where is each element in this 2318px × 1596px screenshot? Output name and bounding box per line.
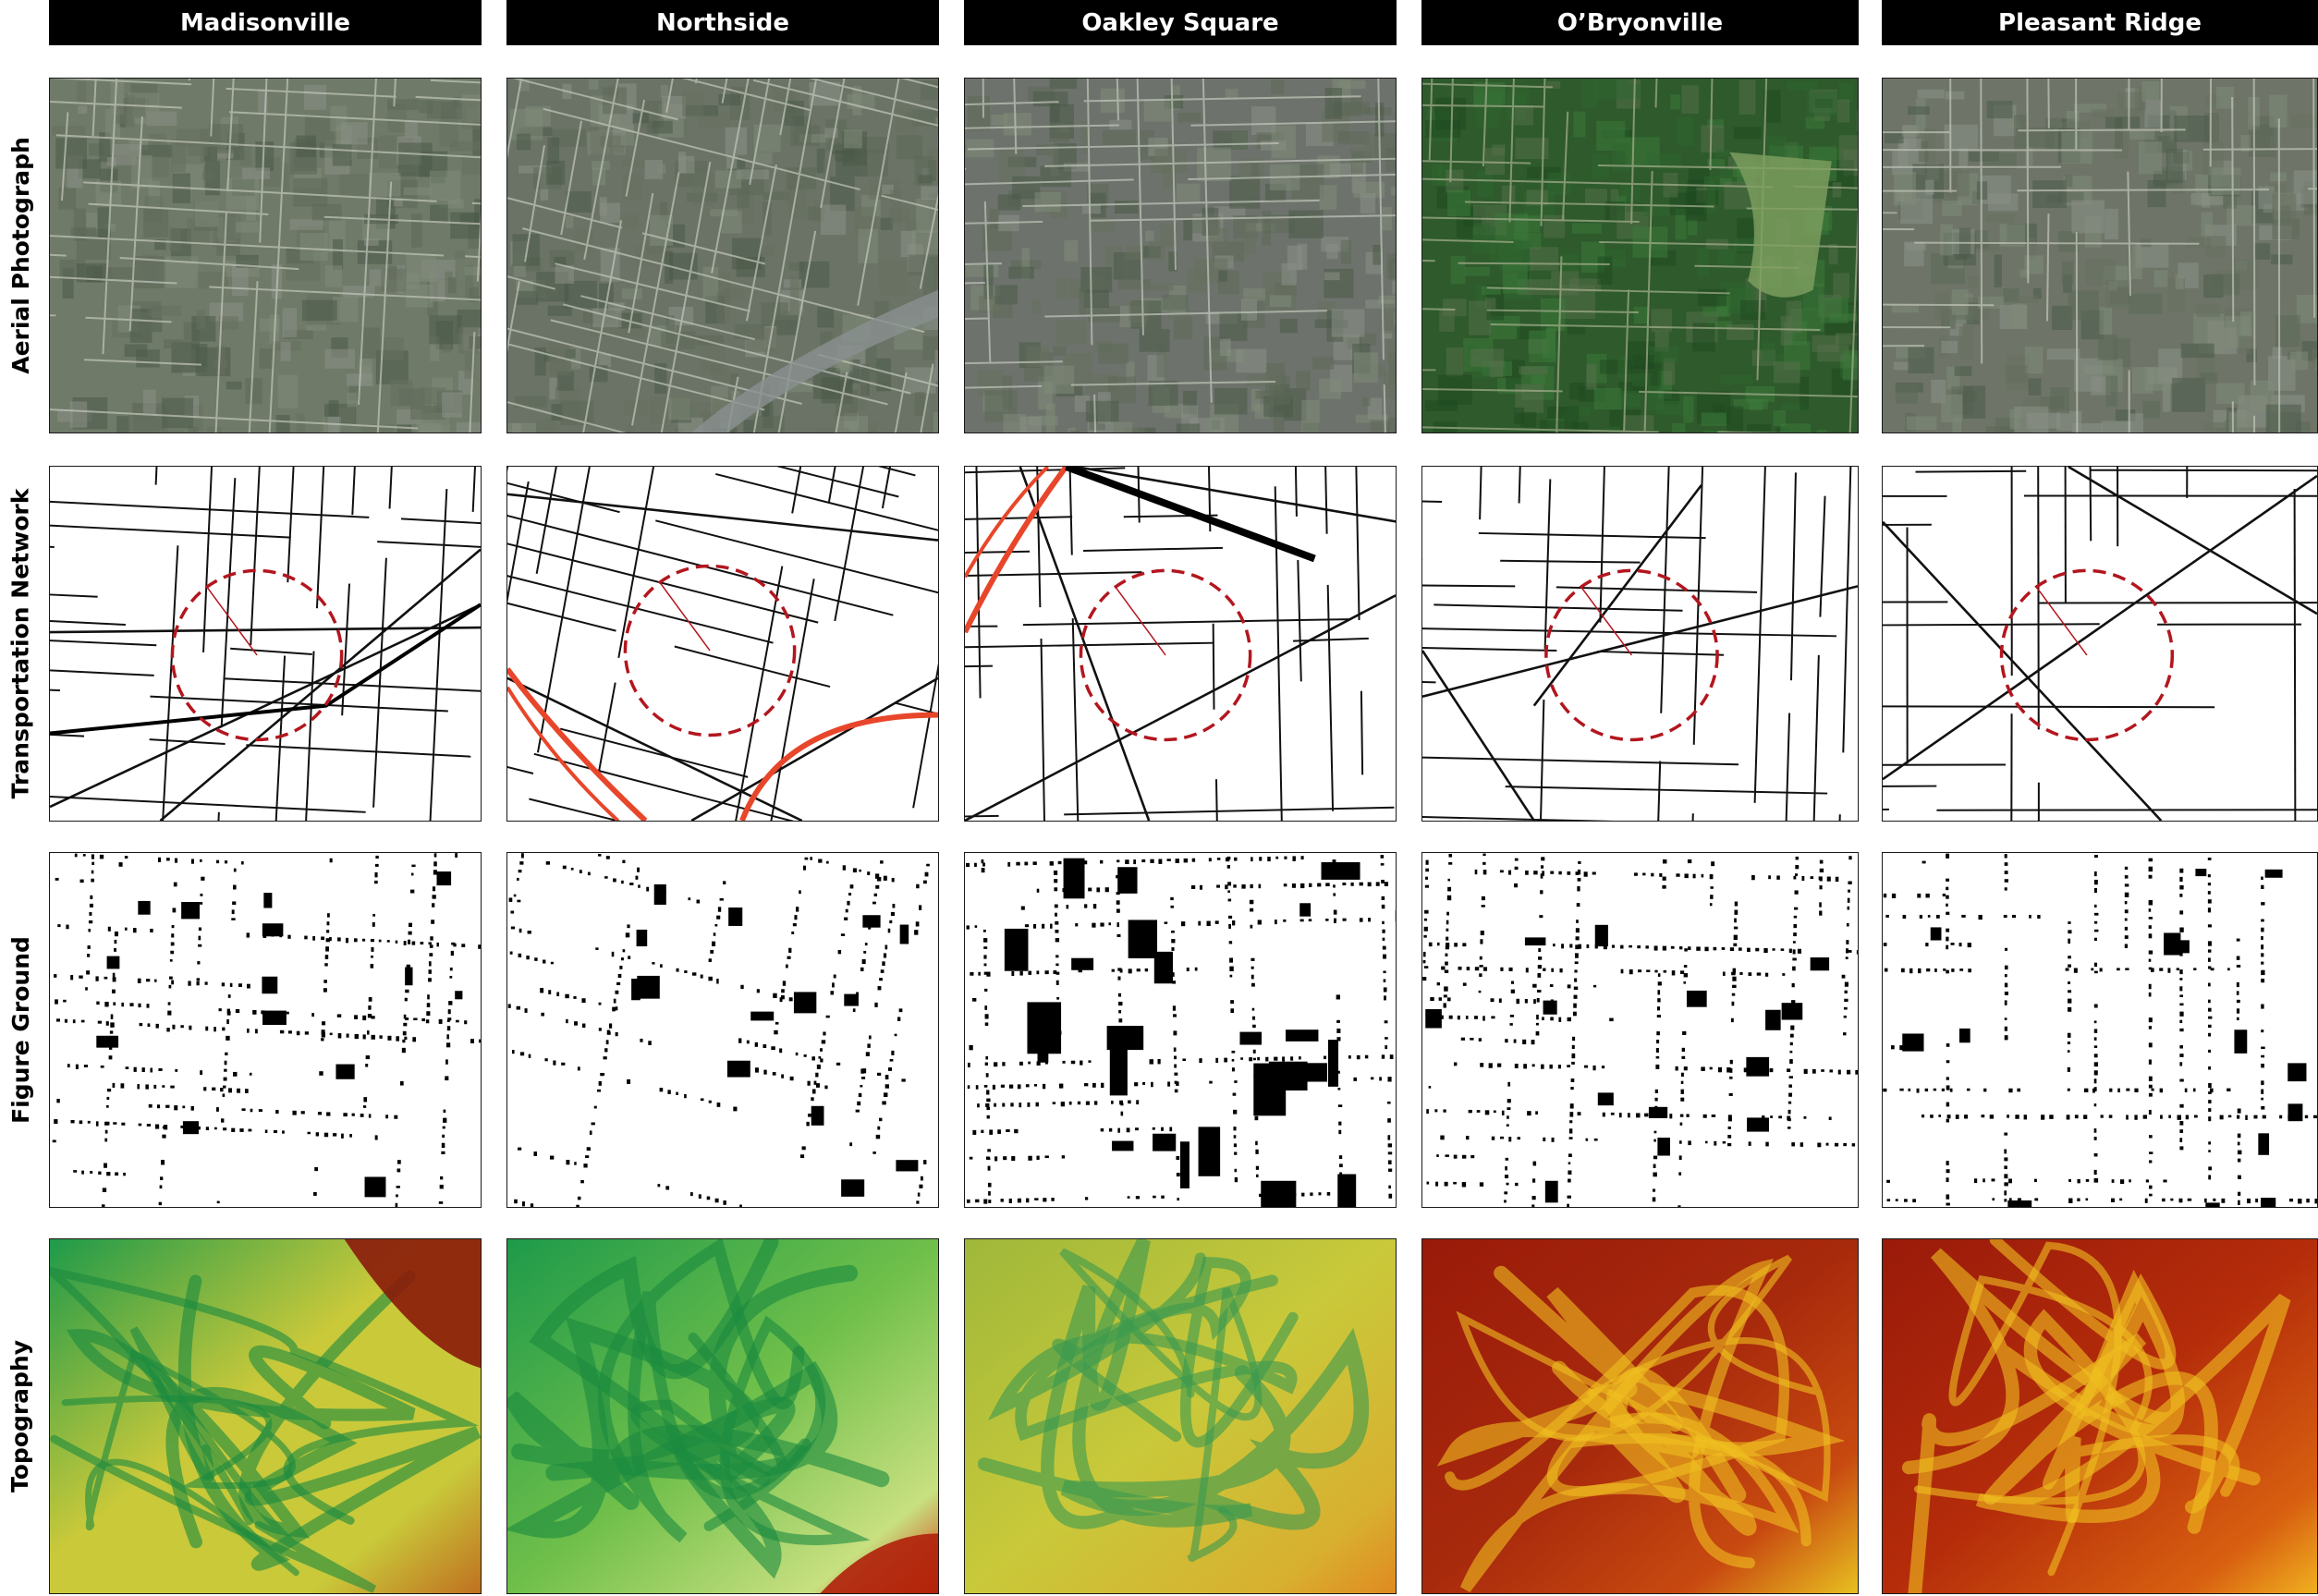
column-title: Madisonville <box>179 8 351 37</box>
aerial-panel-madisonville <box>49 78 482 433</box>
transport-panel-oakley <box>964 466 1397 822</box>
topo-panel-oakley <box>964 1238 1397 1594</box>
transport-panel-northside <box>506 466 939 822</box>
topo-panel-northside <box>506 1238 939 1594</box>
aerial-panel-oakley <box>964 78 1397 433</box>
transport-panel-pleasant <box>1882 466 2318 822</box>
column-header-pleasant-ridge: Pleasant Ridge <box>1882 0 2318 45</box>
topo-panel-pleasant <box>1882 1238 2318 1594</box>
row-label-aerial-photograph: Aerial Photograph <box>6 137 34 374</box>
row-label-topography: Topography <box>6 1339 34 1493</box>
column-title: O’Bryonville <box>1556 8 1724 37</box>
row-label-transportation-network: Transportation Network <box>6 488 34 799</box>
topo-panel-madisonville <box>49 1238 482 1594</box>
column-title: Pleasant Ridge <box>1998 8 2202 37</box>
figure-panel-obryonville <box>1421 852 1859 1208</box>
column-title: Oakley Square <box>1081 8 1279 37</box>
row-label-figure-ground: Figure Ground <box>6 936 34 1124</box>
aerial-panel-northside <box>506 78 939 433</box>
figure-panel-pleasant <box>1882 852 2318 1208</box>
transport-panel-madisonville <box>49 466 482 822</box>
transport-panel-obryonville <box>1421 466 1859 822</box>
aerial-panel-obryonville <box>1421 78 1859 433</box>
column-header-obryonville: O’Bryonville <box>1421 0 1859 45</box>
column-header-madisonville: Madisonville <box>49 0 482 45</box>
topo-panel-obryonville <box>1421 1238 1859 1594</box>
column-title: Northside <box>655 8 789 37</box>
column-header-northside: Northside <box>506 0 939 45</box>
figure-panel-madisonville <box>49 852 482 1208</box>
figure-panel-oakley <box>964 852 1397 1208</box>
figure-panel-northside <box>506 852 939 1208</box>
aerial-panel-pleasant <box>1882 78 2318 433</box>
column-header-oakley-square: Oakley Square <box>964 0 1397 45</box>
